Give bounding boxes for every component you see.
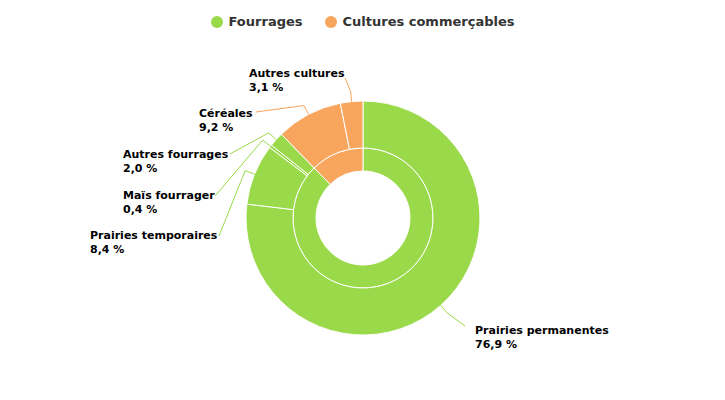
svg-text:2,0 %: 2,0 % bbox=[123, 162, 157, 175]
svg-text:0,4 %: 0,4 % bbox=[123, 203, 157, 216]
svg-text:Prairies permanentes: Prairies permanentes bbox=[475, 324, 609, 337]
html-text:Cultures commerçables: Cultures commerçables bbox=[342, 14, 515, 29]
svg-text:Maïs fourrager: Maïs fourrager bbox=[123, 189, 215, 202]
svg-text:3,1 %: 3,1 % bbox=[249, 81, 283, 94]
html-text:Fourrages: Fourrages bbox=[228, 14, 303, 29]
svg-text:9,2 %: 9,2 % bbox=[199, 121, 233, 134]
svg-text:8,4 %: 8,4 % bbox=[90, 243, 124, 256]
svg-text:Autres cultures: Autres cultures bbox=[249, 67, 345, 80]
svg-text:Autres fourrages: Autres fourrages bbox=[123, 148, 229, 161]
svg-text:Céréales: Céréales bbox=[199, 107, 253, 120]
svg-text:76,9 %: 76,9 % bbox=[475, 338, 517, 351]
svg-text:Prairies temporaires: Prairies temporaires bbox=[90, 229, 218, 242]
